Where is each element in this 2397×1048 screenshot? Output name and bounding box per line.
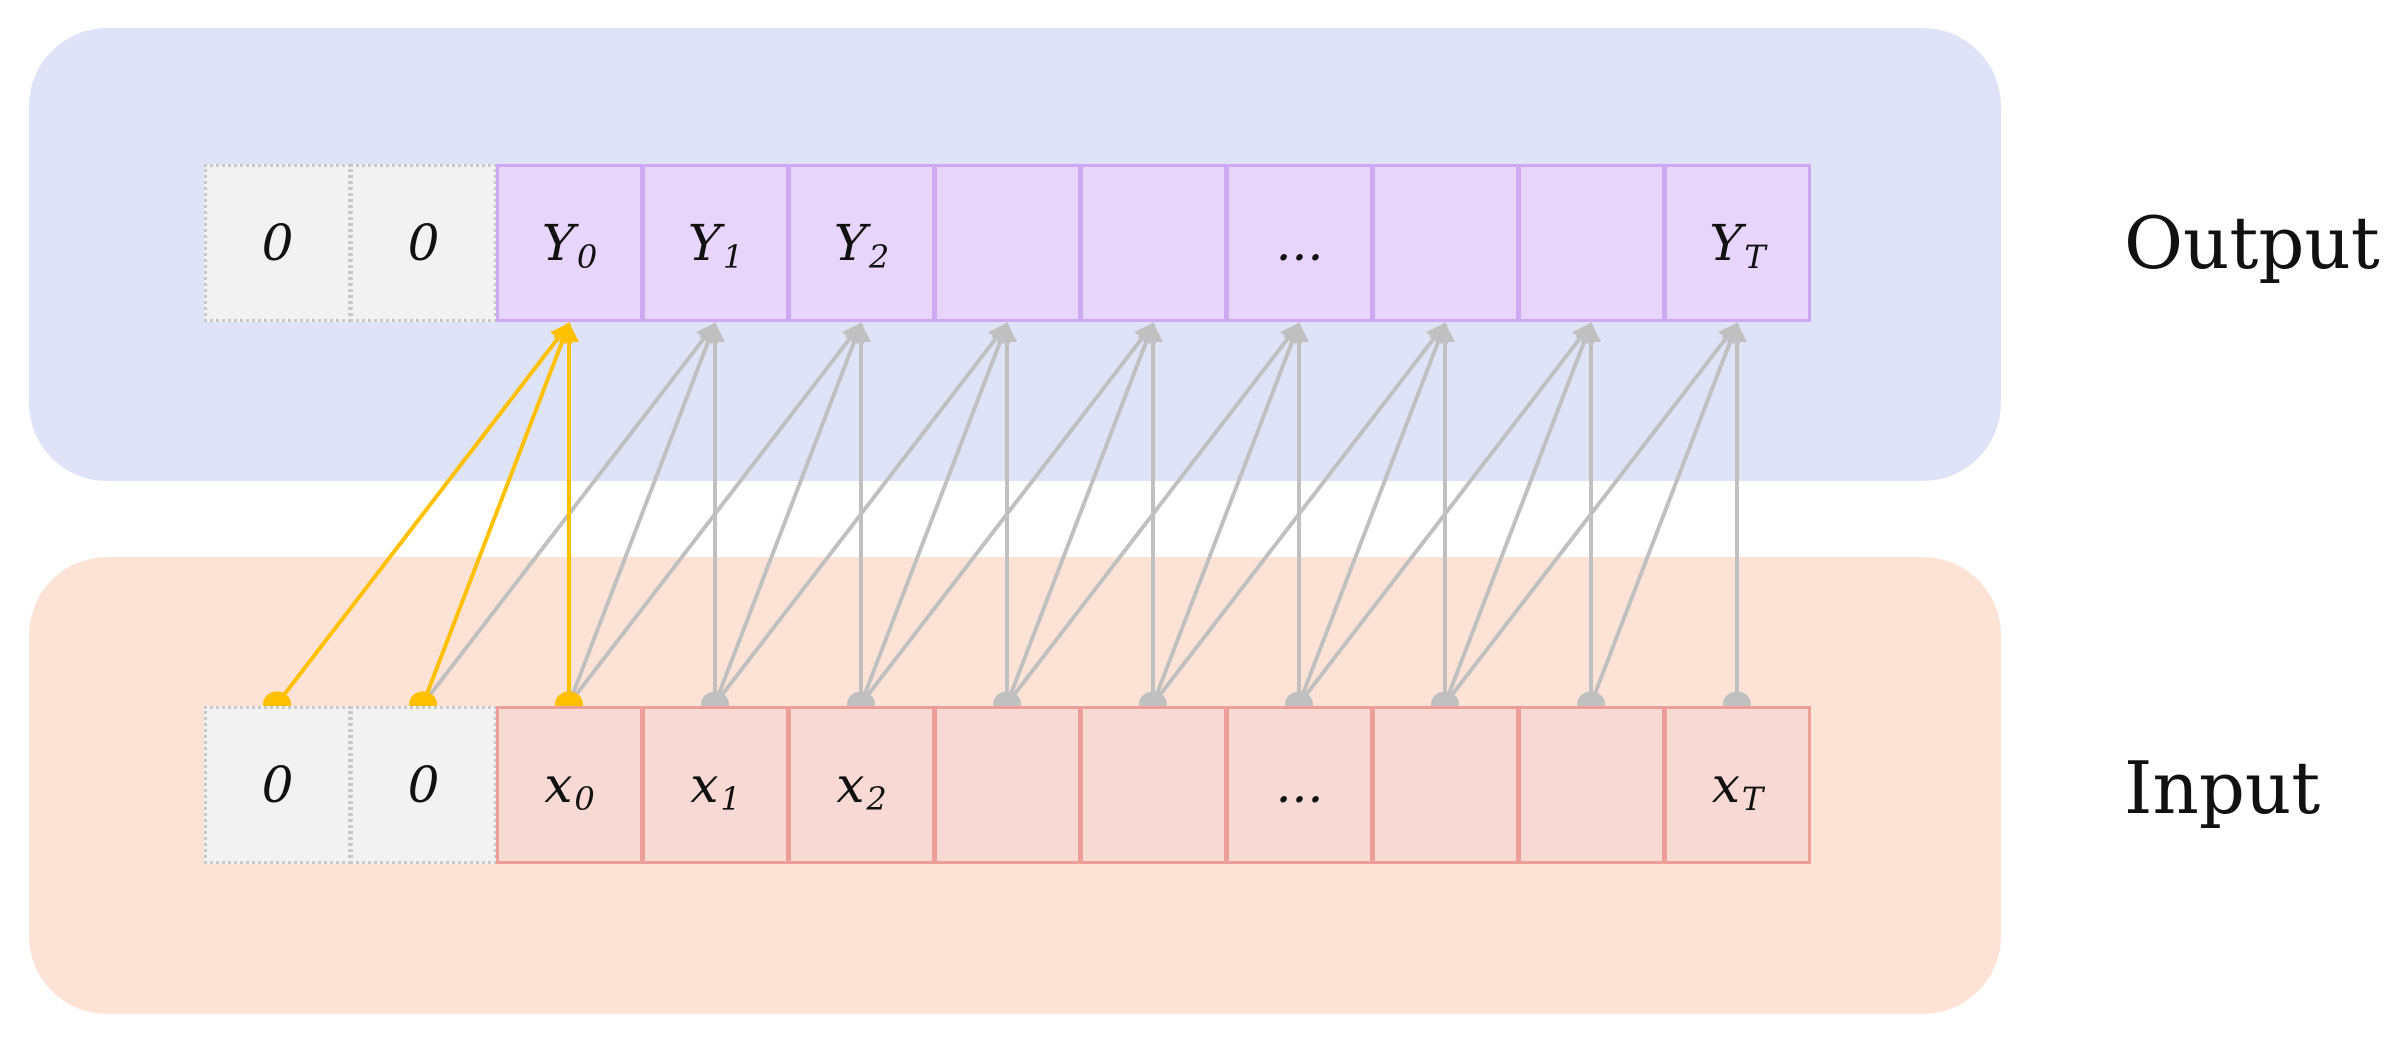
output-cell-6 xyxy=(1080,164,1227,322)
output-cell-0-symbol: 0 xyxy=(261,214,294,272)
input-cell-0: 0 xyxy=(204,706,351,864)
input-cell-7: ... xyxy=(1226,706,1373,864)
input-cell-5 xyxy=(934,706,1081,864)
input-cell-0-symbol: 0 xyxy=(261,756,294,814)
input-cell-10-symbol: x xyxy=(1711,756,1740,814)
input-cell-4-subscript: 2 xyxy=(866,780,887,818)
output-cell-1: 0 xyxy=(350,164,497,322)
output-cell-4-symbol: Y xyxy=(833,214,867,272)
output-cell-3-symbol: Y xyxy=(687,214,721,272)
input-cell-7-symbol: ... xyxy=(1275,756,1324,814)
input-cell-6 xyxy=(1080,706,1227,864)
output-cell-1-symbol: 0 xyxy=(407,214,440,272)
output-cell-2-subscript: 0 xyxy=(576,238,598,276)
input-cell-2-subscript: 0 xyxy=(574,780,595,818)
input-label: Input xyxy=(2124,746,2321,830)
output-sequence: 0 0 Y 0 Y 1 Y 2... Y T xyxy=(204,164,1811,322)
output-cell-0: 0 xyxy=(204,164,351,322)
output-cell-7: ... xyxy=(1226,164,1373,322)
output-cell-2-symbol: Y xyxy=(541,214,575,272)
output-cell-4-subscript: 2 xyxy=(868,238,890,276)
input-cell-3-symbol: x xyxy=(690,756,719,814)
output-label: Output xyxy=(2124,201,2380,285)
input-cell-9 xyxy=(1518,706,1665,864)
input-cell-8 xyxy=(1372,706,1519,864)
output-cell-8 xyxy=(1372,164,1519,322)
input-cell-4-symbol: x xyxy=(836,756,865,814)
output-cell-9 xyxy=(1518,164,1665,322)
input-sequence: 0 0 x 0 x 1 x 2... x T xyxy=(204,706,1811,864)
input-cell-2-symbol: x xyxy=(544,756,573,814)
input-cell-3-subscript: 1 xyxy=(720,780,741,818)
output-cell-3-subscript: 1 xyxy=(722,238,744,276)
output-cell-10-symbol: Y xyxy=(1709,214,1743,272)
input-cell-1-symbol: 0 xyxy=(407,756,440,814)
input-cell-10-subscript: T xyxy=(1741,780,1764,818)
output-cell-10-subscript: T xyxy=(1744,238,1766,276)
output-cell-7-symbol: ... xyxy=(1275,214,1324,272)
output-cell-5 xyxy=(934,164,1081,322)
input-cell-1: 0 xyxy=(350,706,497,864)
